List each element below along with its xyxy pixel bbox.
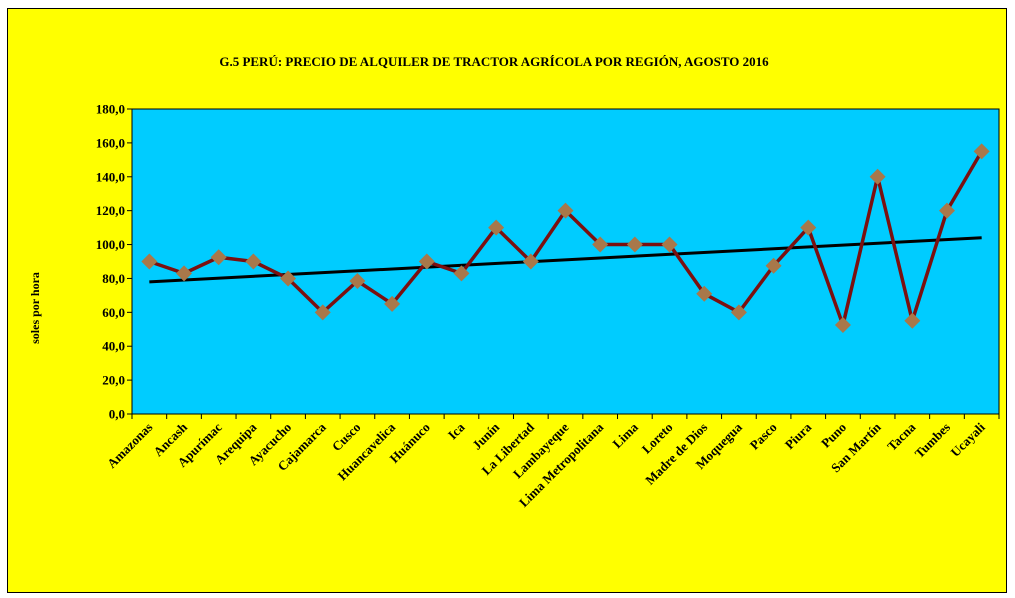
data-point-marker xyxy=(314,304,331,321)
plot-area xyxy=(131,108,1000,415)
data-point-marker xyxy=(834,317,851,334)
data-point-marker xyxy=(384,295,401,312)
data-point-marker xyxy=(280,270,297,287)
x-category-label: Puno xyxy=(818,420,849,451)
x-category-label: Lima xyxy=(609,419,641,451)
data-point-marker xyxy=(800,219,817,236)
y-tick-label: 60,0 xyxy=(102,305,125,320)
x-category-label: Pasco xyxy=(747,420,780,453)
y-tick-label: 80,0 xyxy=(102,271,125,286)
data-point-marker xyxy=(176,265,193,282)
y-tick-label: 140,0 xyxy=(96,169,125,184)
data-point-marker xyxy=(869,168,886,185)
data-point-marker xyxy=(418,253,435,270)
data-point-marker xyxy=(522,253,539,270)
data-point-marker xyxy=(938,202,955,219)
chart-frame: G.5 PERÚ: PRECIO DE ALQUILER DE TRACTOR … xyxy=(7,8,1007,593)
y-tick-label: 0,0 xyxy=(109,407,125,422)
data-point-marker xyxy=(765,257,782,274)
data-point-marker xyxy=(626,236,643,253)
y-tick-label: 120,0 xyxy=(96,203,125,218)
data-point-marker xyxy=(141,253,158,270)
x-category-label: Ucayali xyxy=(948,419,988,459)
x-category-label: Ica xyxy=(445,419,468,442)
x-category-label: Amazonas xyxy=(104,420,155,471)
y-tick-label: 100,0 xyxy=(96,237,125,252)
data-point-marker xyxy=(661,236,678,253)
data-point-marker xyxy=(973,143,990,160)
data-point-marker xyxy=(453,265,470,282)
series-layer xyxy=(141,143,990,334)
data-point-marker xyxy=(904,312,921,329)
y-axis: 0,0 20,0 40,0 60,0 80,0 100,0 120,0 140,0 160,0 1… xyxy=(96,102,133,422)
x-category-label: Tumbes xyxy=(912,420,953,461)
data-point-marker xyxy=(557,202,574,219)
chart-title: G.5 PERÚ: PRECIO DE ALQUILER DE TRACTOR … xyxy=(219,54,769,69)
y-tick-label: 160,0 xyxy=(96,135,125,150)
chart-svg: G.5 PERÚ: PRECIO DE ALQUILER DE TRACTOR … xyxy=(28,54,1000,510)
y-tick-label: 40,0 xyxy=(102,339,125,354)
y-tick-label: 180,0 xyxy=(96,102,125,117)
data-point-marker xyxy=(210,249,227,266)
data-point-marker xyxy=(245,253,262,270)
data-point-marker xyxy=(696,285,713,302)
y-axis-label: soles por hora xyxy=(28,272,42,344)
data-point-marker xyxy=(730,304,747,321)
data-point-marker xyxy=(349,272,366,289)
x-axis: AmazonasAncashApurímacArequipaAyacuchoCa… xyxy=(104,413,1000,510)
x-category-label: Piura xyxy=(782,419,815,452)
data-point-marker xyxy=(592,236,609,253)
y-tick-label: 20,0 xyxy=(102,373,125,388)
data-point-marker xyxy=(488,219,505,236)
